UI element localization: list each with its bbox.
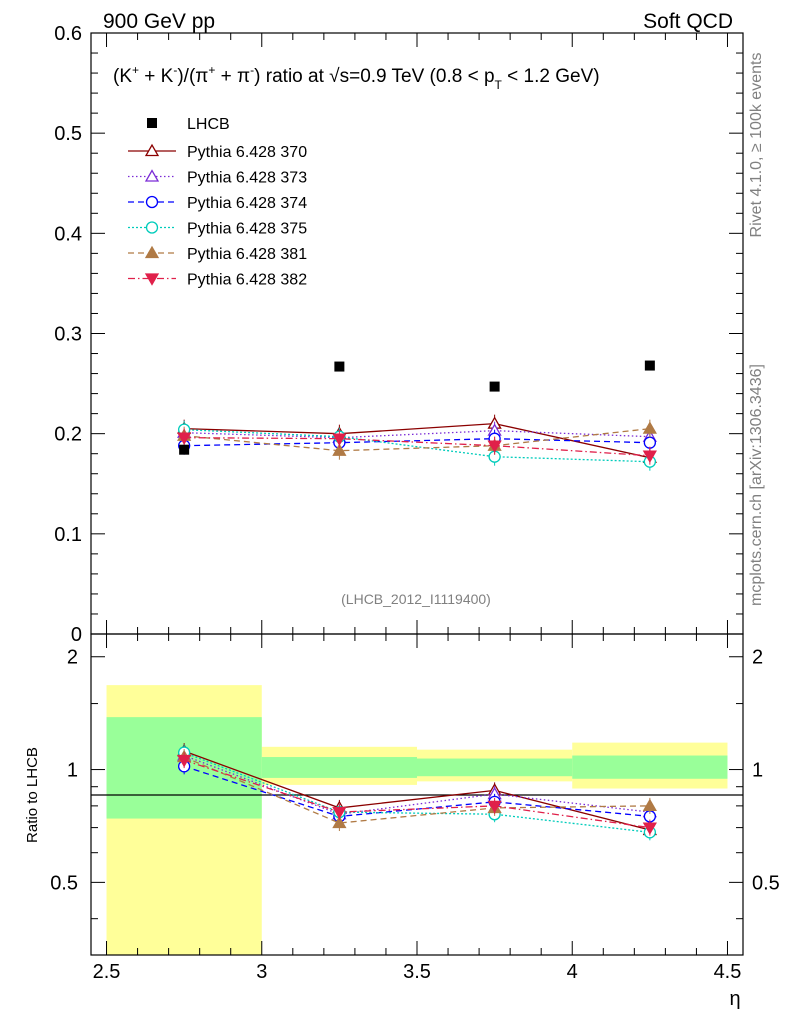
legend-label-2: Pythia 6.428 374 [187,195,307,212]
x-tick-label: 4 [567,961,578,983]
ratio-tick-label: 0.5 [50,872,78,894]
x-tick-label: 3 [256,961,267,983]
y-tick-label: 0.1 [54,524,82,546]
legend-label-3: Pythia 6.428 375 [187,221,307,238]
ratio-uncertainty-bands [106,685,728,955]
ratio-tick-label-right: 1 [752,760,763,782]
analysis-id: (LHCB_2012_I1119400) [341,591,491,607]
ratio-tick-label-right: 0.5 [752,872,780,894]
series-point-5 [177,432,192,445]
y-tick-label: 0.2 [54,424,82,446]
legend-marker-3 [145,221,159,234]
ratio-y-axis-label: Ratio to LHCB [24,747,41,843]
legend-marker-4 [144,245,160,259]
x-axis-label: η [729,988,740,1010]
side-label-rivet: Rivet 4.1.0, ≥ 100k events [748,53,765,238]
series-point-5 [487,440,502,453]
ratio-line-2 [183,765,650,818]
legend: LHCB Pythia 6.428 370 Pythia 6.428 373 Pyth… [128,116,307,289]
y-tick-label: 0.5 [54,123,82,145]
legend-label-1: Pythia 6.428 373 [187,170,307,187]
header-right: Soft QCD [643,10,733,33]
series-point-4 [642,421,657,434]
legend-marker-1 [144,169,160,182]
y-tick-label: 0.4 [54,223,82,245]
ratio-point-4 [332,815,347,829]
y-tick-label: 0.3 [54,324,82,346]
side-label-mcplots: mcplots.cern.ch [arXiv:1306.3436] [748,364,765,606]
legend-marker-5 [144,273,160,286]
series-point-4 [332,443,347,456]
ratio-point-5 [642,822,657,835]
header-left: 900 GeV pp [103,10,215,33]
ratio-tick-label: 2 [67,647,78,669]
data-point [489,381,500,392]
ratio-line-1 [183,754,650,815]
legend-marker-0 [144,143,160,157]
ratio-band-green-2 [417,758,573,777]
ratio-band-green-1 [261,757,417,778]
x-tick-label: 2.5 [93,961,121,983]
series-line-5 [184,437,650,457]
ratio-line-0 [183,750,651,831]
chart-title: (K+ + K-)/(π+ + π-) ratio at √s=0.9 TeV … [113,63,600,92]
legend-label-4: Pythia 6.428 381 [187,246,307,263]
ratio-point-5 [332,806,347,820]
legend-marker-data [147,118,157,128]
series-point-5 [332,433,347,446]
ratio-line-5 [183,759,650,829]
legend-label-5: Pythia 6.428 382 [187,272,307,289]
y-tick-label: 0.6 [54,23,82,45]
legend-label-data: LHCB [187,116,230,133]
plot-series [177,360,657,471]
series-line-3 [184,429,650,463]
axis-ticks: 0 0.1 0.2 0.3 0.4 0.5 0.6 2.5 3 3.5 4 4.5 0.5 0.5 1 1 2 2 [50,23,780,983]
data-point [334,361,345,372]
series-line-0 [184,422,650,459]
y-tick-label: 0 [71,624,82,646]
ratio-point-5 [487,800,502,814]
ratio-line-4 [183,756,650,824]
ratio-point-5 [177,754,192,768]
ratio-tick-label: 1 [67,760,78,782]
ratio-plot-frame [90,633,744,956]
ratio-band-green-3 [572,755,728,779]
x-tick-label: 3.5 [403,961,431,983]
legend-marker-2 [145,195,159,209]
series-line-1 [184,430,650,439]
series-point-2 [643,436,657,449]
series-line-4 [184,428,650,452]
data-point [644,360,655,371]
series-line-2 [184,438,650,447]
data-point [179,444,190,455]
x-tick-label: 4.5 [714,961,742,983]
series-point-5 [642,450,657,464]
ratio-point-4 [642,798,657,812]
ratio-series [177,743,657,841]
legend-label-0: Pythia 6.428 370 [187,144,307,161]
ratio-tick-label-right: 2 [752,647,763,669]
